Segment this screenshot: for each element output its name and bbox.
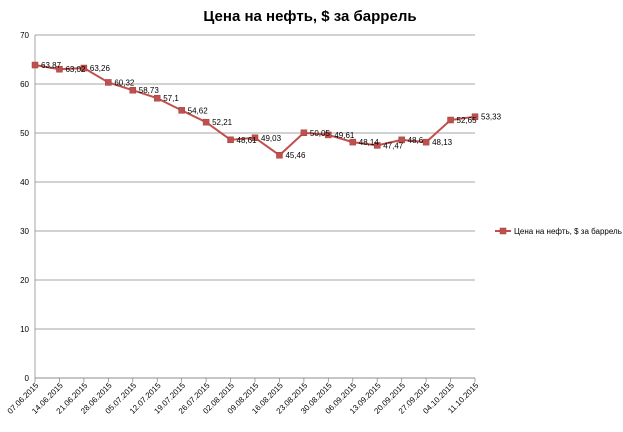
data-label: 53,33 (481, 113, 502, 122)
data-label: 63,02 (65, 65, 86, 74)
data-point (227, 136, 234, 144)
data-label: 58,73 (139, 86, 160, 95)
data-label: 54,62 (188, 106, 209, 115)
data-point (178, 107, 185, 114)
data-point (471, 113, 479, 120)
axes: 01020304050607007.06.201514.06.201521.06… (6, 31, 481, 416)
data-label: 48,13 (432, 138, 453, 147)
y-tick-label: 70 (20, 31, 29, 40)
data-label: 49,03 (261, 134, 282, 143)
y-tick-label: 30 (20, 227, 29, 236)
data-point (276, 151, 283, 159)
series-oil-price (31, 61, 479, 159)
data-label: 63,26 (90, 64, 111, 73)
data-label: 57,1 (163, 94, 179, 103)
data-label: 50,05 (310, 129, 331, 138)
legend: Цена на нефть, $ за баррель (495, 227, 622, 236)
y-tick-label: 0 (25, 374, 30, 383)
data-point (251, 134, 259, 142)
data-label: 60,32 (114, 78, 135, 87)
data-label: 48,61 (237, 136, 258, 145)
data-point (422, 138, 430, 146)
data-point (349, 138, 357, 146)
y-tick-label: 20 (20, 276, 29, 285)
data-point (300, 129, 308, 137)
data-point (31, 61, 39, 69)
data-point (398, 136, 405, 144)
data-label: 49,61 (334, 131, 355, 140)
data-point (153, 94, 161, 102)
data-label: 52,21 (212, 118, 233, 127)
y-tick-label: 40 (20, 178, 29, 187)
data-label: 47,47 (383, 141, 404, 150)
data-point (129, 86, 137, 94)
data-point (373, 142, 381, 149)
gridlines (35, 34, 475, 379)
data-label: 63,87 (41, 61, 62, 70)
data-label: 48,6 (408, 136, 424, 145)
legend-marker (499, 227, 507, 235)
legend-label: Цена на нефть, $ за баррель (514, 227, 622, 236)
data-point (80, 64, 88, 72)
chart-title: Цена на нефть, $ за баррель (203, 8, 416, 25)
data-point (325, 131, 332, 139)
y-tick-label: 10 (20, 325, 29, 334)
data-point (447, 116, 454, 124)
y-tick-label: 60 (20, 80, 29, 89)
data-label: 45,46 (285, 151, 306, 160)
data-label: 52,65 (457, 116, 478, 125)
data-point (202, 118, 210, 126)
data-point (56, 65, 63, 73)
y-tick-label: 50 (20, 129, 29, 138)
data-label: 48,14 (359, 138, 380, 147)
data-point (105, 79, 112, 86)
